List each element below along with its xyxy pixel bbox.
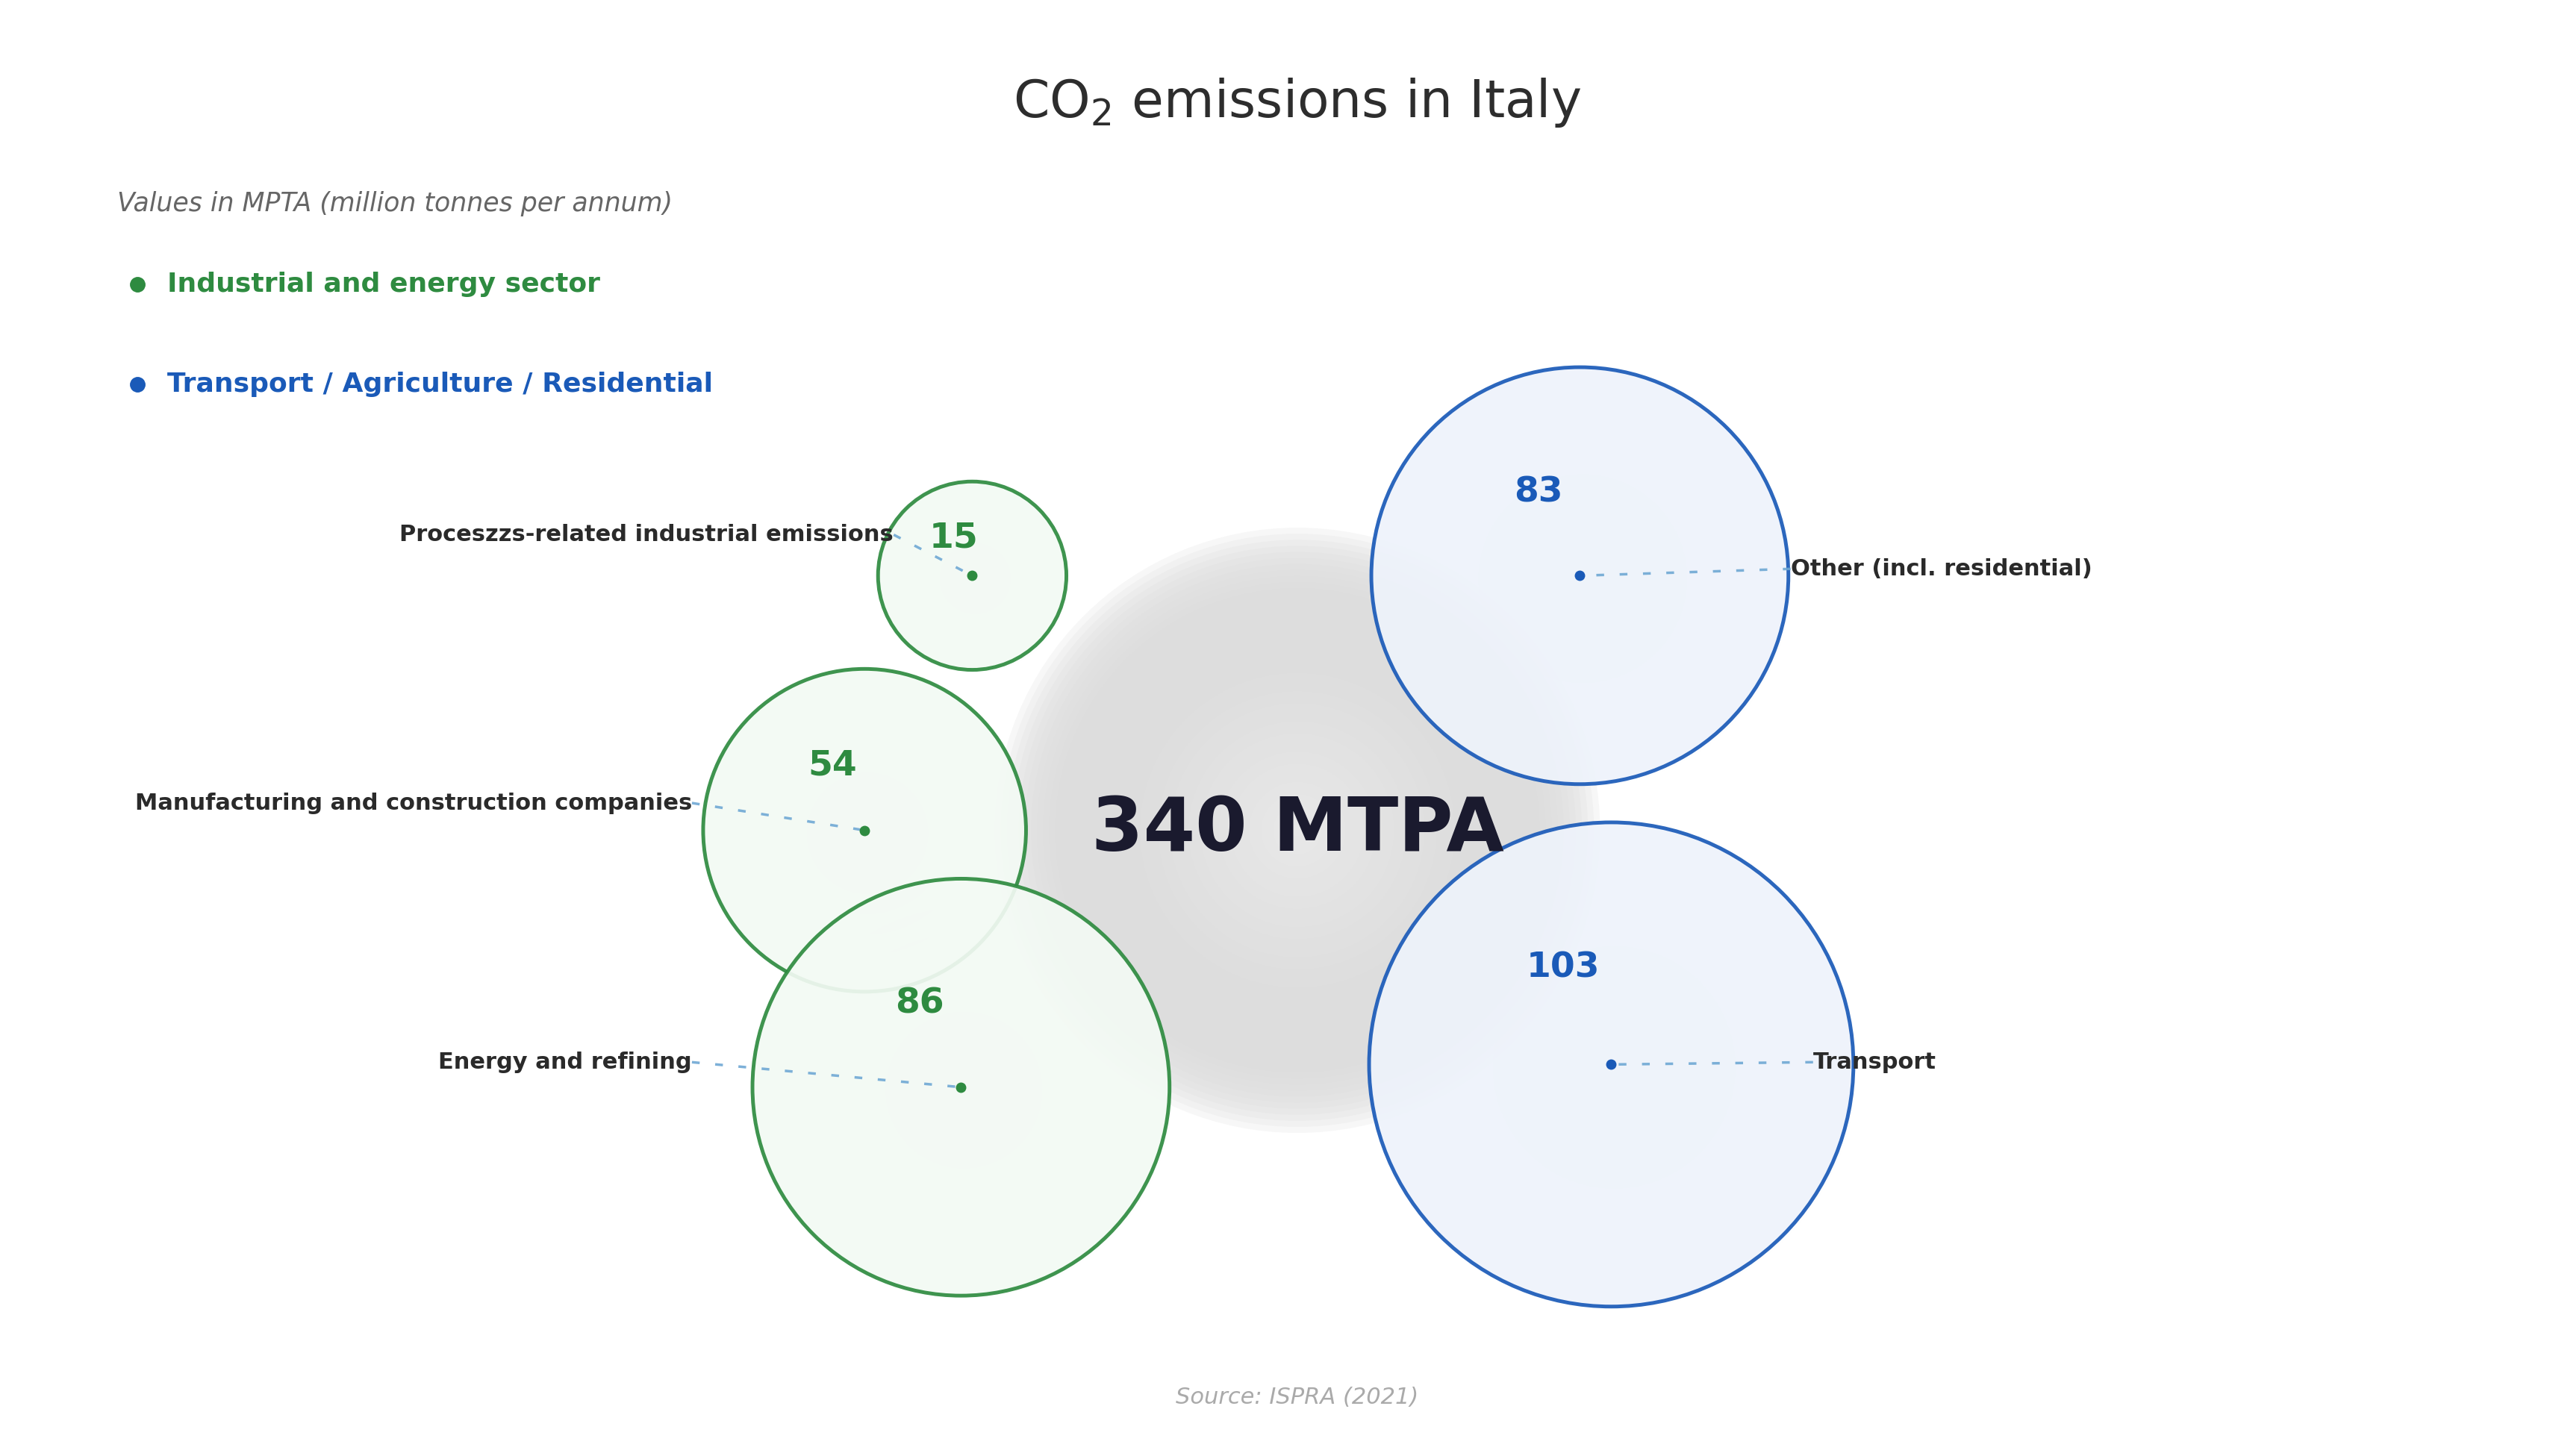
Circle shape (1001, 534, 1593, 1127)
Circle shape (1146, 678, 1448, 981)
Circle shape (1006, 540, 1588, 1121)
Text: Industrial and energy sector: Industrial and energy sector (168, 271, 600, 297)
Circle shape (1279, 812, 1315, 849)
Circle shape (1218, 751, 1376, 909)
Circle shape (1213, 745, 1381, 914)
Text: Proceszzs-related industrial emissions: Proceszzs-related industrial emissions (401, 524, 894, 546)
Circle shape (1062, 594, 1534, 1066)
Circle shape (1085, 619, 1509, 1042)
Circle shape (1248, 782, 1345, 879)
Circle shape (1116, 649, 1478, 1012)
Circle shape (1225, 757, 1371, 903)
Circle shape (1080, 613, 1516, 1048)
Circle shape (1031, 563, 1565, 1096)
Circle shape (1177, 709, 1419, 951)
Circle shape (1371, 367, 1790, 785)
Circle shape (1208, 740, 1389, 922)
Circle shape (878, 482, 1067, 670)
Circle shape (1019, 552, 1575, 1108)
Circle shape (1266, 799, 1328, 860)
Circle shape (1067, 600, 1527, 1060)
Circle shape (1243, 776, 1353, 885)
Text: Manufacturing and construction companies: Manufacturing and construction companies (135, 792, 692, 814)
Circle shape (1164, 697, 1430, 964)
Text: 340 MTPA: 340 MTPA (1090, 794, 1504, 866)
Circle shape (1151, 684, 1442, 976)
Circle shape (1274, 807, 1322, 855)
Circle shape (1195, 728, 1399, 933)
Circle shape (1024, 558, 1570, 1102)
Circle shape (1054, 588, 1539, 1073)
Text: 15: 15 (929, 521, 978, 555)
Circle shape (1103, 636, 1491, 1024)
Circle shape (1284, 818, 1310, 843)
Circle shape (702, 668, 1026, 992)
Text: CO$_2$ emissions in Italy: CO$_2$ emissions in Italy (1014, 76, 1580, 130)
Circle shape (1037, 571, 1557, 1091)
Circle shape (1169, 703, 1425, 958)
Circle shape (1187, 721, 1407, 939)
Circle shape (1093, 625, 1504, 1037)
Text: 54: 54 (807, 748, 858, 782)
Text: Transport: Transport (1813, 1051, 1935, 1073)
Circle shape (1128, 661, 1468, 1000)
Circle shape (1231, 764, 1363, 897)
Circle shape (1044, 577, 1552, 1085)
Circle shape (1261, 794, 1333, 866)
Circle shape (1292, 824, 1305, 836)
Text: Other (incl. residential): Other (incl. residential) (1790, 558, 2091, 579)
Circle shape (1256, 788, 1340, 872)
Circle shape (1159, 692, 1437, 970)
Circle shape (1182, 715, 1412, 945)
Text: 86: 86 (894, 987, 945, 1021)
Circle shape (1111, 642, 1486, 1018)
Circle shape (1200, 734, 1394, 927)
Circle shape (1134, 667, 1460, 993)
Text: 103: 103 (1527, 951, 1601, 984)
Text: Transport / Agriculture / Residential: Transport / Agriculture / Residential (168, 371, 712, 397)
Circle shape (996, 527, 1601, 1133)
Circle shape (1014, 546, 1583, 1115)
Circle shape (1368, 823, 1853, 1306)
Circle shape (1236, 770, 1358, 891)
Text: Values in MPTA (million tonnes per annum): Values in MPTA (million tonnes per annum… (117, 191, 671, 217)
Circle shape (1098, 630, 1496, 1029)
Text: 83: 83 (1514, 476, 1562, 510)
Circle shape (753, 879, 1169, 1296)
Circle shape (1121, 655, 1473, 1006)
Circle shape (1141, 673, 1455, 987)
Text: Source: ISPRA (2021): Source: ISPRA (2021) (1177, 1386, 1419, 1408)
Circle shape (1072, 606, 1522, 1054)
Circle shape (1049, 582, 1545, 1079)
Text: Energy and refining: Energy and refining (439, 1051, 692, 1073)
